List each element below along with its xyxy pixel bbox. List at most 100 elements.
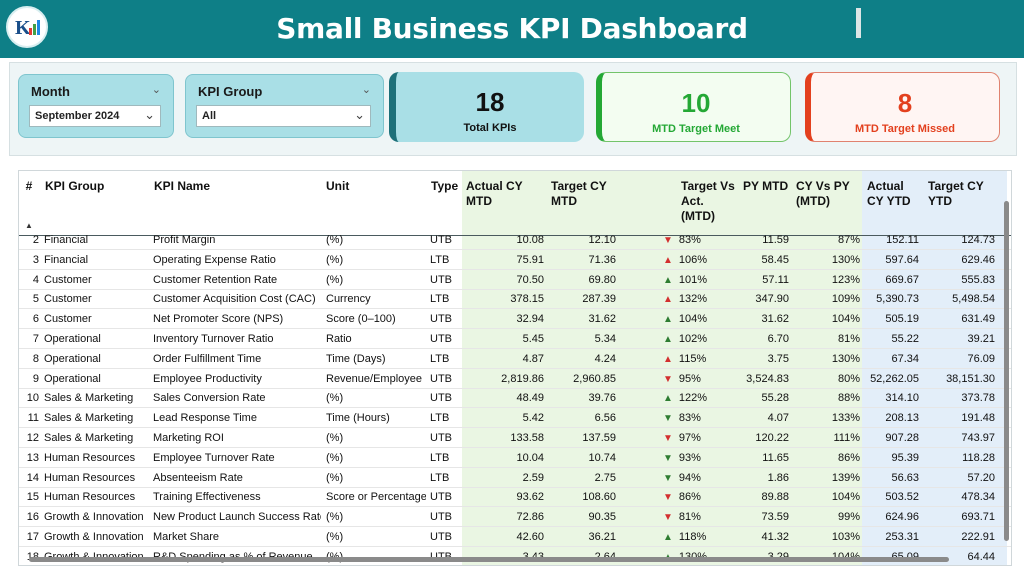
cell-py-mtd: 11.59 xyxy=(762,235,789,246)
table-row[interactable]: 13 Human Resources Employee Turnover Rate (… xyxy=(19,448,1011,468)
col-header-target-cy-mtd[interactable]: Target CY MTD xyxy=(551,179,607,208)
table-row[interactable]: 6 Customer Net Promoter Score (NPS) Score (… xyxy=(19,309,1011,330)
cell-actual-cy-ytd: 314.10 xyxy=(885,392,919,405)
cell-num: 8 xyxy=(32,352,39,365)
cell-num: 2 xyxy=(32,235,39,246)
cell-type: UTB xyxy=(430,333,452,345)
cell-unit: (%) xyxy=(326,451,344,464)
col-header-py-mtd[interactable]: PY MTD xyxy=(743,179,789,193)
cell-unit: (%) xyxy=(326,547,426,565)
cell-type: UTB xyxy=(430,313,452,326)
cell-actual-cy-ytd: 505.19 xyxy=(885,313,919,326)
triangle-down-icon: ▼ xyxy=(663,433,673,444)
cell-py-mtd: 31.62 xyxy=(761,313,789,326)
col-header-target-cy-ytd[interactable]: Target CY YTD xyxy=(928,179,984,208)
cell-py-mtd: 41.32 xyxy=(761,531,789,543)
cell-actual-cy-mtd: 4.87 xyxy=(522,352,544,365)
cell-target-cy-mtd: 39.76 xyxy=(588,392,616,405)
col-header-actual-cy-ytd[interactable]: Actual CY YTD xyxy=(867,179,911,208)
dropdown-arrow-icon[interactable]: ⌄ xyxy=(144,107,155,122)
triangle-down-icon: ▼ xyxy=(663,373,673,385)
cell-kpi-name: Absenteeism Rate xyxy=(153,471,243,484)
cell-target-cy-mtd: 31.62 xyxy=(588,313,616,326)
vertical-scrollbar[interactable] xyxy=(1004,201,1009,541)
col-header-unit[interactable]: Unit xyxy=(326,179,350,193)
table-row[interactable]: 2 Financial Profit Margin (%) UTB 10.08 12.10 ▼… xyxy=(19,235,1011,250)
table-row[interactable]: 18 Growth & InnovationR&D Spending as % o… xyxy=(19,547,1011,565)
cell-actual-cy-mtd: 2.59 xyxy=(522,471,544,484)
cell-unit: Score (0–100) xyxy=(326,313,396,326)
target-vs-act-value: 86% xyxy=(678,491,701,504)
table-row[interactable]: 11 Sales & Marketing Lead Response Time Tim… xyxy=(19,408,1011,429)
cell-cy-vs-py: 111% xyxy=(833,432,860,444)
col-header-kpi-group[interactable]: KPI Group xyxy=(45,179,105,193)
sort-ascending-icon[interactable]: ▲ xyxy=(25,221,33,230)
cell-num: 15 xyxy=(26,491,39,504)
table-row[interactable]: 8 Operational Order Fulfillment Time Time (… xyxy=(19,349,1011,369)
horizontal-scrollbar[interactable] xyxy=(29,557,949,562)
col-header-target-vs-act[interactable]: Target Vs Act. (MTD) xyxy=(681,179,735,223)
cell-target-cy-mtd: 4.24 xyxy=(594,352,616,365)
cell-actual-cy-mtd: 48.49 xyxy=(516,392,544,405)
table-row[interactable]: 5 Customer Customer Acquisition Cost (CAC)… xyxy=(19,289,1011,310)
kpi-logo-icon: K xyxy=(6,6,48,48)
cell-kpi-group: Growth & Innovation xyxy=(44,511,144,524)
dropdown-arrow-icon[interactable]: ⌄ xyxy=(354,107,365,122)
table-row[interactable]: 14 Human Resources Absenteeism Rate (%) LTB 2… xyxy=(19,468,1011,488)
kpi-group-dropdown[interactable]: All ⌄ xyxy=(196,105,371,127)
col-header-num[interactable]: # xyxy=(25,179,33,193)
target-vs-act-value: 132% xyxy=(678,293,708,306)
table-row[interactable]: 15 Human Resources Training Effectiveness S… xyxy=(19,487,1011,508)
table-row[interactable]: 16 Growth & Innovation New Product Launch … xyxy=(19,507,1011,528)
cell-type: UTB xyxy=(430,273,452,286)
col-header-actual-cy-mtd[interactable]: Actual CY MTD xyxy=(466,179,523,208)
mtd-target-missed-card: 8 MTD Target Missed xyxy=(805,72,1000,142)
month-dropdown[interactable]: September 2024 ⌄ xyxy=(29,105,161,127)
triangle-up-icon: ▲ xyxy=(663,334,673,345)
table-row[interactable]: 10 Sales & Marketing Sales Conversion Rate… xyxy=(19,388,1011,409)
cell-actual-cy-ytd: 208.13 xyxy=(885,412,919,425)
chevron-down-icon[interactable]: ⌄ xyxy=(361,84,371,96)
cell-unit: (%) xyxy=(326,531,344,543)
cell-unit: Currency xyxy=(326,293,371,306)
col-header-kpi-name[interactable]: KPI Name xyxy=(154,179,211,193)
kpi-group-slicer[interactable]: KPI Group ⌄ All ⌄ xyxy=(185,74,384,138)
cell-cy-vs-py: 133% xyxy=(831,412,860,425)
cell-target-cy-ytd: 124.73 xyxy=(961,235,995,246)
cell-type: UTB xyxy=(430,372,452,385)
cell-actual-cy-ytd: 55.22 xyxy=(891,333,919,345)
cell-cy-vs-py: 80% xyxy=(837,372,860,385)
cell-unit: (%) xyxy=(326,253,344,266)
cell-num: 12 xyxy=(26,432,39,444)
cell-type: LTB xyxy=(430,471,450,484)
table-row[interactable]: 3 Financial Operating Expense Ratio (%) LTB 7… xyxy=(19,250,1011,270)
cell-kpi-name: Order Fulfillment Time xyxy=(153,352,262,365)
cell-actual-cy-mtd: 10.08 xyxy=(516,235,544,246)
cell-cy-vs-py: 104% xyxy=(794,547,860,565)
cell-actual-cy-mtd: 42.60 xyxy=(516,531,544,543)
table-row[interactable]: 7 Operational Inventory Turnover Ratio Rati… xyxy=(19,329,1011,349)
cell-kpi-name: Market Share xyxy=(153,531,220,543)
table-row[interactable]: 4 Customer Customer Retention Rate (%) UTB 70… xyxy=(19,270,1011,290)
cell-kpi-name: Inventory Turnover Ratio xyxy=(153,333,274,345)
cell-cy-vs-py: 103% xyxy=(831,531,860,543)
cell-kpi-group: Operational xyxy=(44,352,101,365)
target-vs-act-value: 115% xyxy=(678,352,707,365)
cell-num: 6 xyxy=(32,313,39,326)
cell-unit: (%) xyxy=(326,511,344,524)
total-kpis-card: 18 Total KPIs xyxy=(389,72,584,142)
col-header-type[interactable]: Type xyxy=(431,179,459,193)
month-dropdown-value: September 2024 xyxy=(35,110,120,122)
month-slicer[interactable]: Month ⌄ September 2024 ⌄ xyxy=(18,74,174,138)
table-row[interactable]: 17 Growth & Innovation Market Share (%) UTB 4… xyxy=(19,527,1011,547)
table-row[interactable]: 9 Operational Employee Productivity Revenue… xyxy=(19,369,1011,389)
cell-actual-cy-mtd: 133.58 xyxy=(510,432,544,444)
chevron-down-icon[interactable]: ⌄ xyxy=(151,84,161,96)
triangle-down-icon: ▼ xyxy=(663,492,673,504)
table-row[interactable]: 12 Sales & Marketing Marketing ROI (%) UTB 13… xyxy=(19,428,1011,448)
cell-target-cy-ytd: 478.34 xyxy=(961,491,995,504)
col-header-cy-vs-py[interactable]: CY Vs PY (MTD) xyxy=(796,179,850,208)
cell-actual-cy-mtd: 10.04 xyxy=(516,451,544,464)
triangle-down-icon: ▼ xyxy=(663,512,673,524)
cell-kpi-name: Employee Turnover Rate xyxy=(153,451,275,464)
